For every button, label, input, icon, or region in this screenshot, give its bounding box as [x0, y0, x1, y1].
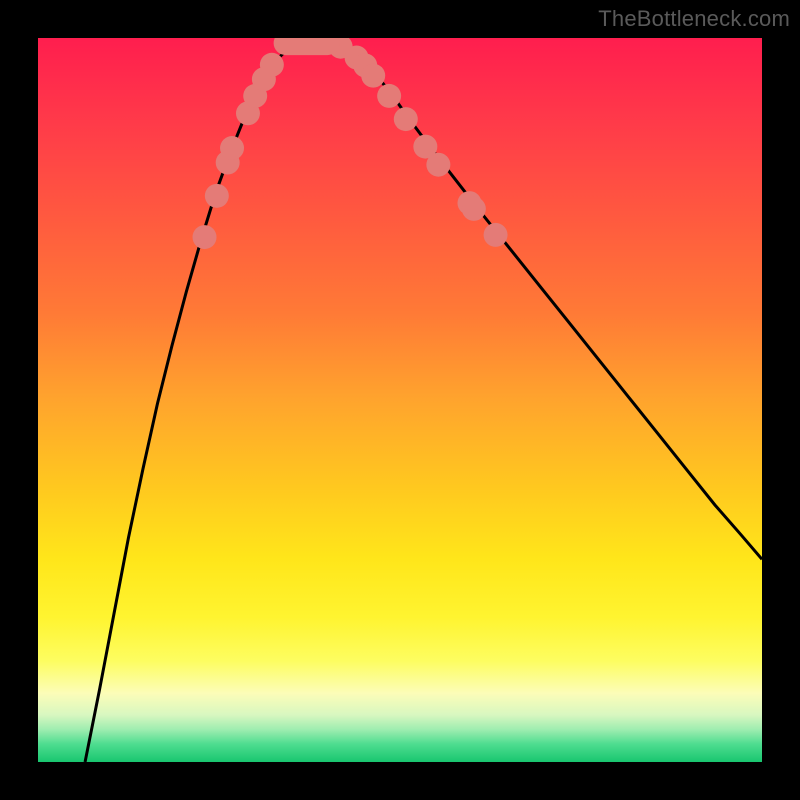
marker-dot	[260, 53, 284, 77]
marker-dot	[361, 64, 385, 88]
marker-dot	[377, 84, 401, 108]
marker-dot	[220, 136, 244, 160]
marker-dot	[484, 223, 508, 247]
marker-dot	[394, 107, 418, 131]
marker-dot	[193, 225, 217, 249]
curve-markers	[193, 38, 508, 249]
plot-area	[38, 38, 762, 762]
marker-dot	[205, 184, 229, 208]
curve-layer	[38, 38, 762, 762]
marker-capsule	[274, 38, 340, 55]
chart-frame: TheBottleneck.com	[0, 0, 800, 800]
marker-dot	[462, 197, 486, 221]
marker-dot	[426, 153, 450, 177]
watermark-text: TheBottleneck.com	[598, 6, 790, 32]
